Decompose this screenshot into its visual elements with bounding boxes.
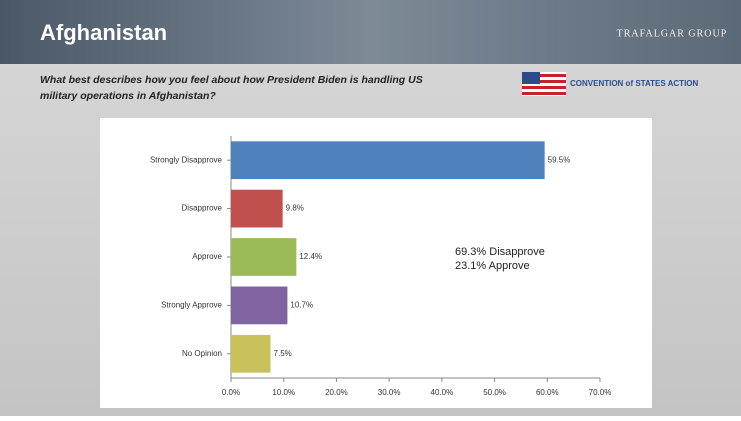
header-band [0, 0, 741, 64]
y-tick-label: Disapprove [182, 204, 223, 213]
logo: TRAFALGAR GROUP [617, 28, 728, 39]
x-tick-label: 0.0% [222, 388, 240, 397]
annotation: 69.3% Disapprove [455, 246, 545, 258]
y-tick-label: Strongly Approve [161, 301, 222, 310]
bar [231, 334, 271, 373]
x-tick-label: 10.0% [272, 388, 295, 397]
value-label: 59.5% [548, 155, 571, 164]
chart: 0.0% 10.0% 20.0% 30.0% 40.0% 50.0% 60.0% 70.0% S… [150, 136, 611, 397]
y-tick-label: Approve [192, 252, 222, 261]
flag-canton [522, 72, 540, 84]
sponsor-name: CONVENTION of STATES ACTION [570, 79, 699, 88]
bar [231, 286, 288, 325]
bar [231, 189, 283, 228]
flag-stripe [522, 86, 566, 89]
question-line: What best describes how you feel about h… [40, 74, 423, 86]
flag-stripe [522, 92, 566, 95]
flag-stripe [540, 80, 566, 83]
annotation: 23.1% Approve [455, 260, 530, 272]
x-tick-label: 20.0% [325, 388, 348, 397]
y-tick-label: Strongly Disapprove [150, 155, 223, 164]
value-label: 10.7% [290, 301, 313, 310]
value-label: 9.8% [286, 204, 304, 213]
slide-title: Afghanistan [40, 20, 167, 45]
bar [231, 238, 297, 276]
sponsor-logo: CONVENTION of STATES ACTION [522, 72, 699, 96]
flag-stripe [540, 74, 566, 77]
y-tick-label: No Opinion [182, 349, 222, 358]
x-tick-label: 70.0% [589, 388, 612, 397]
bar [231, 141, 545, 180]
x-tick-label: 60.0% [536, 388, 559, 397]
value-label: 7.5% [274, 349, 292, 358]
value-label: 12.4% [299, 252, 322, 261]
x-tick-label: 40.0% [431, 388, 454, 397]
x-tick-label: 50.0% [483, 388, 506, 397]
question-line: military operations in Afghanistan? [40, 90, 216, 102]
x-tick-label: 30.0% [378, 388, 401, 397]
